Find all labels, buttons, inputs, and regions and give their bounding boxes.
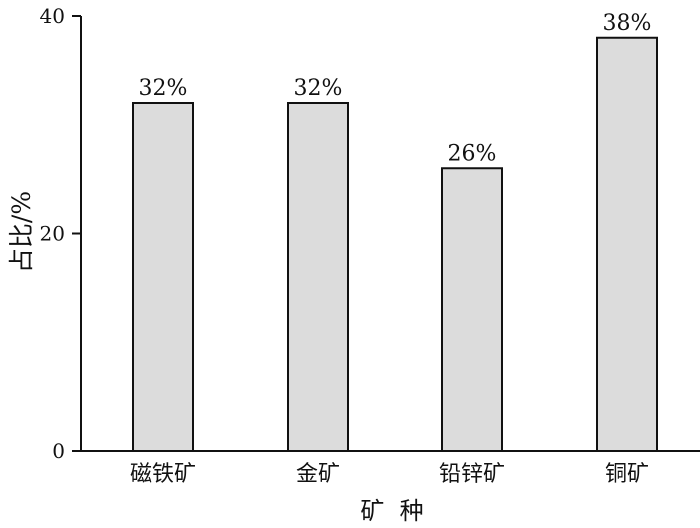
y-ticks-group: 0 20 40	[40, 4, 81, 463]
x-ticks-group: 磁铁矿 金矿 铅锌矿 铜矿	[130, 462, 649, 487]
bar-value-label-4: 38%	[603, 11, 652, 36]
bar-3	[441, 167, 503, 452]
y-tick-label-0: 0	[52, 439, 65, 463]
y-axis-title: 占比/%	[7, 191, 36, 273]
bar-value-label-2: 32%	[294, 76, 343, 101]
bar-2	[287, 102, 349, 452]
x-axis-title: 矿 种	[360, 497, 423, 524]
bar-labels-group: 32% 32% 26% 38%	[139, 11, 652, 167]
bar-4	[596, 36, 658, 452]
bar-1	[132, 102, 194, 452]
x-tick-label-2: 金矿	[296, 462, 340, 487]
bars-group	[132, 36, 658, 452]
x-tick-label-1: 磁铁矿	[130, 462, 196, 487]
bar-value-label-3: 26%	[448, 141, 497, 166]
x-tick-label-3: 铅锌矿	[439, 462, 505, 487]
bar-value-label-1: 32%	[139, 76, 188, 101]
x-tick-label-4: 铜矿	[605, 462, 649, 487]
y-tick-label-40: 40	[40, 4, 65, 28]
y-tick-label-20: 20	[40, 222, 65, 246]
